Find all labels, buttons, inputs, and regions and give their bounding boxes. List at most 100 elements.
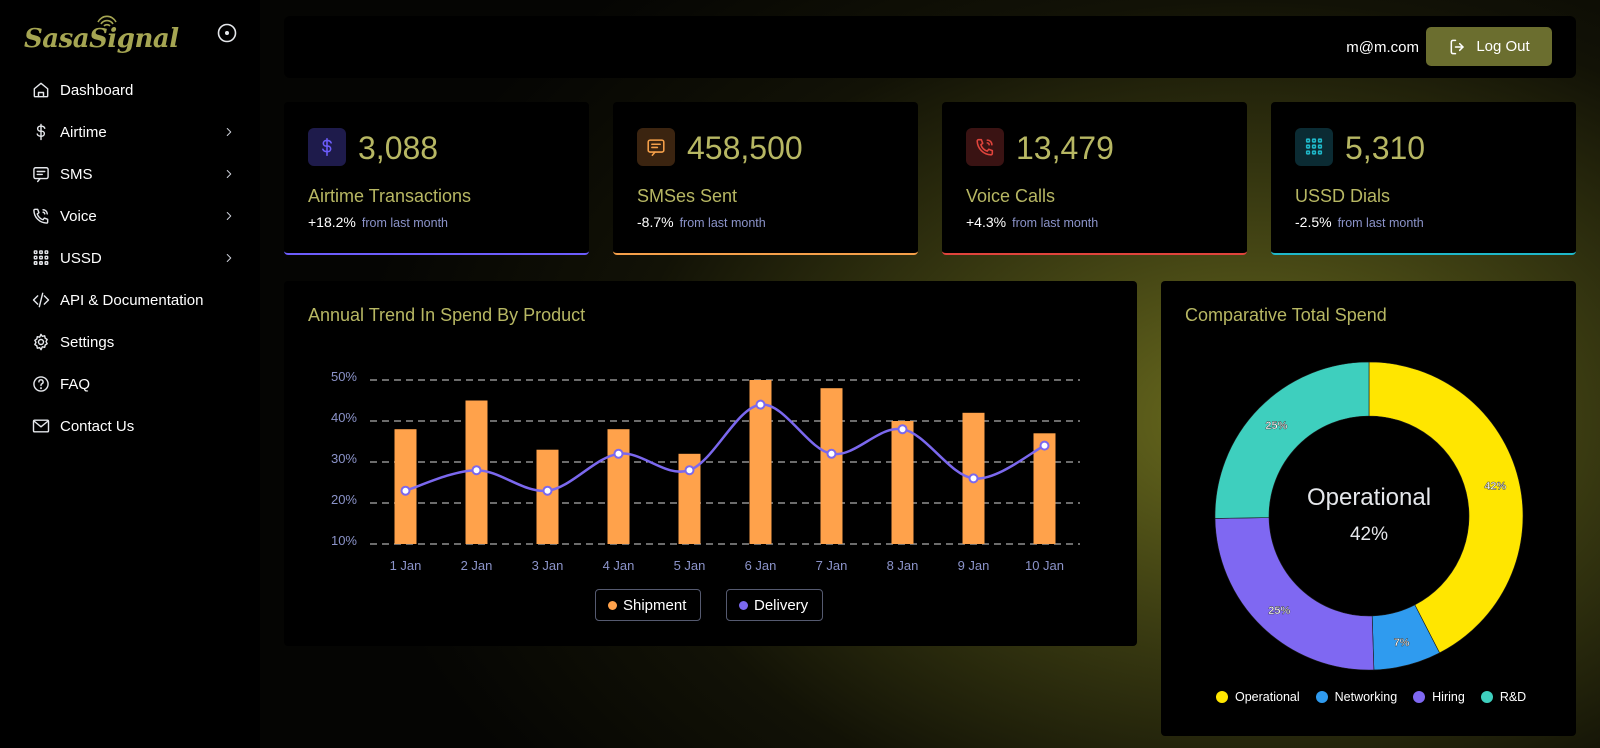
spend-legend: Operational Networking Hiring R&D (1216, 690, 1542, 704)
sidebar-item-voice[interactable]: Voice (0, 195, 260, 237)
slice-label: 7% (1394, 637, 1410, 649)
sidebar-toggle-button[interactable] (216, 22, 238, 44)
stat-card-smses-sent: 458,500 SMSes Sent -8.7% from last month (613, 102, 918, 255)
legend-item-networking[interactable]: Networking (1315, 690, 1398, 704)
spend-donut-chart: 42% 7% 25% 25% (1214, 361, 1524, 671)
slice-label: 42% (1484, 480, 1506, 492)
point-delivery[interactable] (684, 465, 695, 476)
sidebar-item-faq[interactable]: FAQ (0, 363, 260, 405)
stat-value: 3,088 (358, 130, 439, 166)
spend-chart-title: Comparative Total Spend (1185, 305, 1387, 325)
line-delivery (405, 403, 1046, 492)
chevron-right-icon (222, 251, 236, 265)
bar-shipment[interactable] (820, 388, 843, 544)
legend-label: R&D (1499, 690, 1527, 704)
mail-icon (31, 416, 51, 436)
sidebar-item-sms[interactable]: SMS (0, 153, 260, 195)
point-delivery[interactable] (471, 465, 482, 476)
sidebar-item-dashboard[interactable]: Dashboard (0, 69, 260, 111)
trend-chart: 10% 20% 30% 40% 50% 1 Jan 2 Jan 3 Jan 4 Jan 5 Jan… (331, 369, 1080, 573)
legend-shipment[interactable]: Shipment (595, 589, 702, 621)
bar-shipment[interactable] (536, 449, 559, 544)
stat-card-voice-calls: 13,479 Voice Calls +4.3% from last month (942, 102, 1247, 255)
sidebar-item-ussd[interactable]: USSD (0, 237, 260, 279)
stat-value: 458,500 (687, 130, 803, 166)
sidebar-item-label: Contact Us (60, 417, 135, 435)
bar-shipment[interactable] (749, 380, 772, 544)
stat-change: -8.7% from last month (637, 214, 766, 230)
legend-label: Operational (1235, 690, 1300, 704)
stat-change-value: +18.2% (308, 214, 356, 230)
slice-label: 25% (1265, 420, 1287, 432)
sidebar-item-label: USSD (60, 249, 102, 267)
sidebar: SasaSignal Dashboard Airtime SMS Voice USSD A… (0, 0, 260, 748)
legend-item-operational[interactable]: Operational (1216, 690, 1300, 704)
legend-dot (1413, 691, 1426, 703)
point-delivery[interactable] (897, 424, 908, 435)
legend-item-hiring[interactable]: Hiring (1413, 690, 1465, 704)
sidebar-item-label: Airtime (60, 123, 107, 141)
point-delivery[interactable] (400, 485, 411, 496)
chevron-right-icon (222, 209, 236, 223)
point-delivery[interactable] (542, 485, 553, 496)
slice-operational[interactable] (1368, 361, 1524, 654)
phone-icon (966, 128, 1004, 166)
donut-center: Operational 42% (1269, 484, 1469, 554)
message-icon (31, 164, 51, 184)
x-tick-label: 6 Jan (745, 558, 777, 573)
stat-label: SMSes Sent (637, 186, 738, 206)
logout-label: Log Out (1476, 38, 1530, 55)
bar-shipment[interactable] (891, 421, 914, 544)
legend-delivery-label: Delivery (754, 596, 809, 614)
stat-change-value: +4.3% (966, 214, 1007, 230)
legend-label: Hiring (1432, 690, 1465, 704)
chevron-right-icon (222, 125, 236, 139)
legend-delivery-dot (739, 600, 748, 610)
trend-chart-title: Annual Trend In Spend By Product (308, 305, 586, 325)
bar-shipment[interactable] (678, 453, 701, 544)
signal-waves-icon (97, 15, 117, 27)
bar-shipment[interactable] (607, 429, 630, 544)
logout-button[interactable]: Log Out (1426, 27, 1552, 66)
legend-dot (1315, 691, 1328, 703)
help-circle-icon (31, 374, 51, 394)
y-tick-label: 40% (331, 410, 357, 425)
stat-change: +18.2% from last month (308, 214, 448, 230)
x-tick-label: 2 Jan (461, 558, 493, 573)
sidebar-item-api-documentation[interactable]: API & Documentation (0, 279, 260, 321)
legend-label: Networking (1334, 690, 1398, 704)
code-icon (31, 290, 51, 310)
sidebar-item-label: API & Documentation (60, 291, 204, 309)
sidebar-item-label: SMS (60, 165, 93, 183)
point-delivery[interactable] (613, 448, 624, 459)
x-tick-label: 3 Jan (532, 558, 564, 573)
sidebar-nav: Dashboard Airtime SMS Voice USSD API & Docume… (0, 69, 260, 447)
sidebar-item-contact-us[interactable]: Contact Us (0, 405, 260, 447)
point-delivery[interactable] (1039, 440, 1050, 451)
radio-circle-icon (217, 23, 237, 43)
stat-change-note: from last month (361, 216, 449, 230)
sidebar-item-settings[interactable]: Settings (0, 321, 260, 363)
sidebar-item-airtime[interactable]: Airtime (0, 111, 260, 153)
slice-r-d[interactable] (1214, 361, 1370, 519)
stat-change-value: -8.7% (637, 214, 674, 230)
sidebar-item-label: Voice (60, 207, 97, 225)
point-delivery[interactable] (755, 399, 766, 410)
legend-delivery[interactable]: Delivery (726, 589, 824, 621)
gear-icon (31, 332, 51, 352)
dollar-icon (31, 122, 51, 142)
legend-shipment-label: Shipment (623, 596, 687, 614)
stat-card-ussd-dials: 5,310 USSD Dials -2.5% from last month (1271, 102, 1576, 255)
stat-change-note: from last month (1012, 216, 1099, 230)
x-tick-label: 4 Jan (603, 558, 635, 573)
stat-label: Airtime Transactions (308, 186, 472, 206)
dialpad-icon (31, 248, 51, 268)
stat-label: Voice Calls (966, 186, 1056, 206)
legend-shipment-dot (608, 600, 617, 610)
legend-item-r-d[interactable]: R&D (1480, 690, 1527, 704)
point-delivery[interactable] (968, 473, 979, 484)
top-bar: m@m.com Log Out (284, 16, 1576, 78)
stat-value: 5,310 (1345, 130, 1426, 166)
bar-shipment[interactable] (1033, 433, 1056, 544)
point-delivery[interactable] (826, 448, 837, 459)
